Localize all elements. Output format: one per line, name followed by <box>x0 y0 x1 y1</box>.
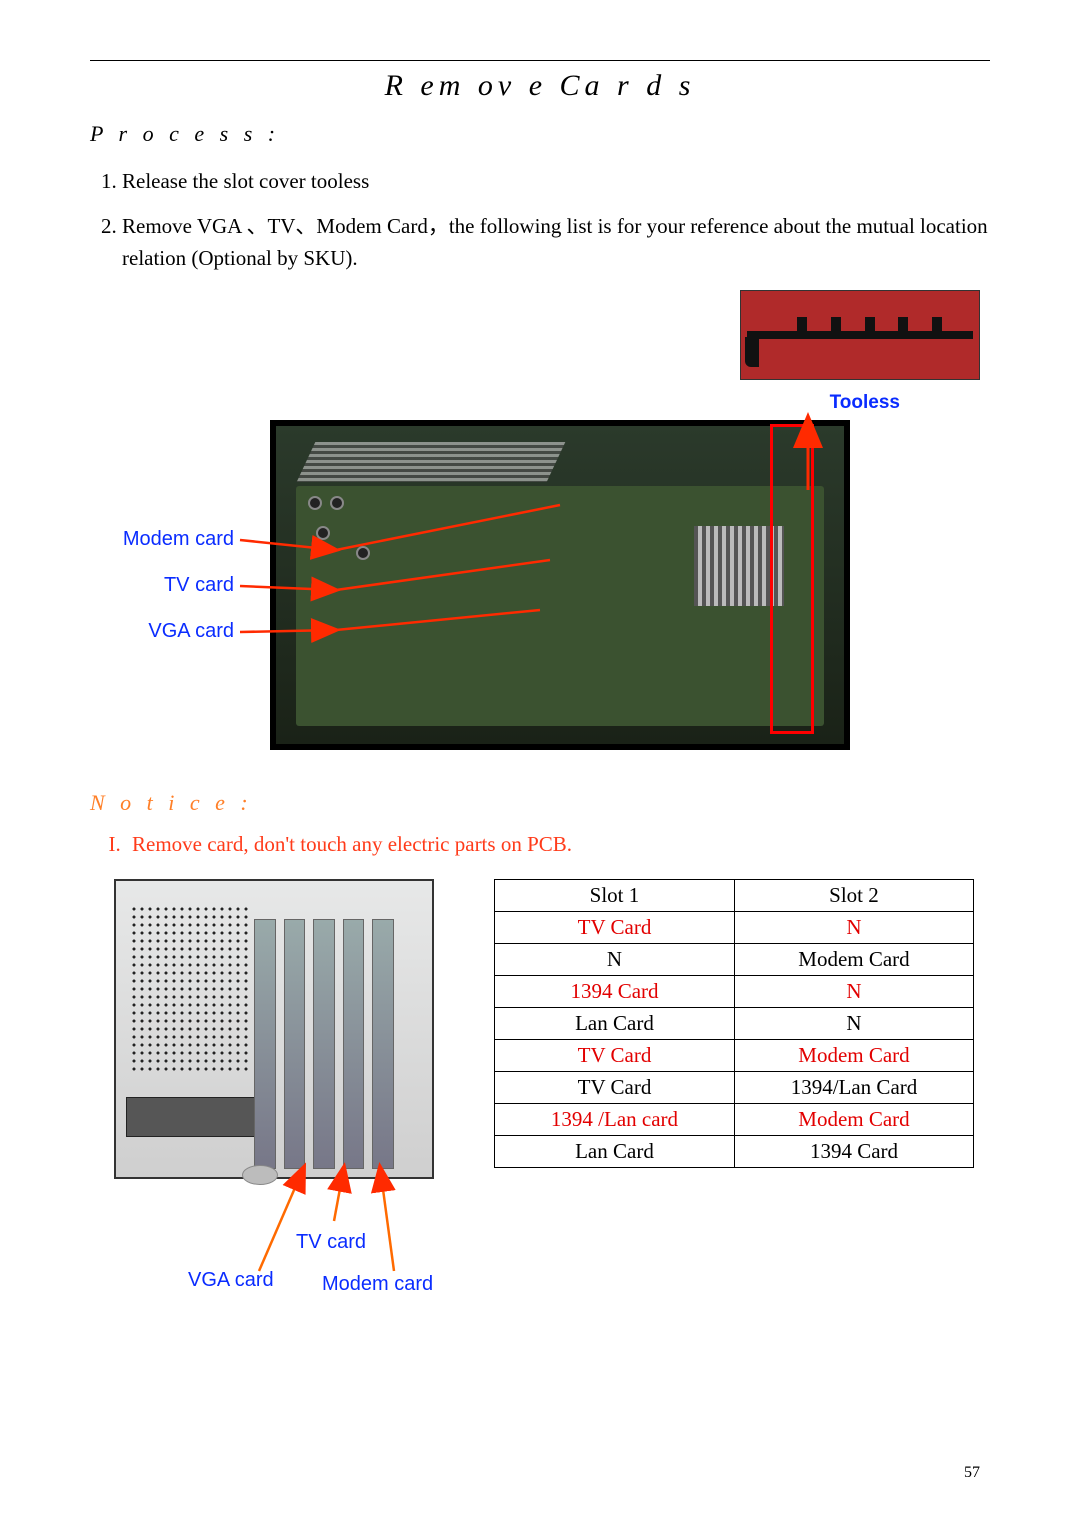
notice-item-1: Remove card, don't touch any electric pa… <box>126 832 990 857</box>
th-slot2: Slot 2 <box>734 879 973 911</box>
page-title: R em ov e Ca r d s <box>90 69 990 103</box>
cell-slot2: 1394/Lan Card <box>734 1071 973 1103</box>
notice-list: Remove card, don't touch any electric pa… <box>126 832 990 857</box>
table-row: NModem Card <box>495 943 974 975</box>
main-figure-area: Tooless Modem card TV card VGA card <box>90 290 990 760</box>
motherboard-photo <box>270 420 850 750</box>
cell-slot1: TV Card <box>495 1071 735 1103</box>
cell-slot2: 1394 Card <box>734 1135 973 1167</box>
table-row: TV CardN <box>495 911 974 943</box>
pc-tv-label: TV card <box>296 1231 366 1254</box>
modem-card-label: Modem card <box>94 528 234 551</box>
cell-slot1: Lan Card <box>495 1007 735 1039</box>
cell-slot2: N <box>734 1007 973 1039</box>
cell-slot1: TV Card <box>495 1039 735 1071</box>
tooless-bracket-photo <box>740 290 980 380</box>
drive-bay <box>126 1097 256 1137</box>
process-heading: P r o c e s s : <box>90 121 990 147</box>
cell-slot1: TV Card <box>495 911 735 943</box>
table-row: Lan Card1394 Card <box>495 1135 974 1167</box>
top-rule <box>90 60 990 61</box>
pc-chassis-figure: TV card VGA card Modem card <box>114 879 454 1307</box>
vent-holes <box>130 905 250 1075</box>
cell-slot2: Modem Card <box>734 943 973 975</box>
cell-slot1: 1394 /Lan card <box>495 1103 735 1135</box>
step-1: Release the slot cover tooless <box>122 165 990 198</box>
tooless-slot-highlight <box>770 424 814 734</box>
cell-slot1: Lan Card <box>495 1135 735 1167</box>
table-row: Lan CardN <box>495 1007 974 1039</box>
tv-card-label: TV card <box>94 574 234 597</box>
pc-labels: TV card VGA card Modem card <box>114 1187 454 1307</box>
cell-slot1: N <box>495 943 735 975</box>
foot <box>242 1165 278 1185</box>
pc-modem-label: Modem card <box>322 1273 433 1296</box>
notice-heading: N o t i c e : <box>90 790 990 816</box>
cell-slot1: 1394 Card <box>495 975 735 1007</box>
tooless-label: Tooless <box>830 392 900 414</box>
bracket-shape <box>747 305 973 375</box>
rear-slots <box>254 919 394 1169</box>
th-slot1: Slot 1 <box>495 879 735 911</box>
step-2: Remove VGA 、TV、Modem Card，the following … <box>122 210 990 275</box>
pcb <box>296 486 824 726</box>
table-row: TV CardModem Card <box>495 1039 974 1071</box>
table-header-row: Slot 1 Slot 2 <box>495 879 974 911</box>
pc-chassis-photo <box>114 879 434 1179</box>
slot-table: Slot 1 Slot 2 TV CardNNModem Card1394 Ca… <box>494 879 974 1168</box>
lower-row: TV card VGA card Modem card Slot 1 Slot … <box>90 879 990 1307</box>
cell-slot2: N <box>734 911 973 943</box>
cell-slot2: Modem Card <box>734 1103 973 1135</box>
pc-vga-label: VGA card <box>188 1269 274 1292</box>
table-row: TV Card1394/Lan Card <box>495 1071 974 1103</box>
page-number: 57 <box>964 1464 980 1482</box>
vga-card-label: VGA card <box>94 620 234 643</box>
cell-slot2: N <box>734 975 973 1007</box>
cables <box>297 442 566 482</box>
table-row: 1394 CardN <box>495 975 974 1007</box>
process-steps: Release the slot cover tooless Remove VG… <box>122 165 990 275</box>
cell-slot2: Modem Card <box>734 1039 973 1071</box>
table-row: 1394 /Lan cardModem Card <box>495 1103 974 1135</box>
